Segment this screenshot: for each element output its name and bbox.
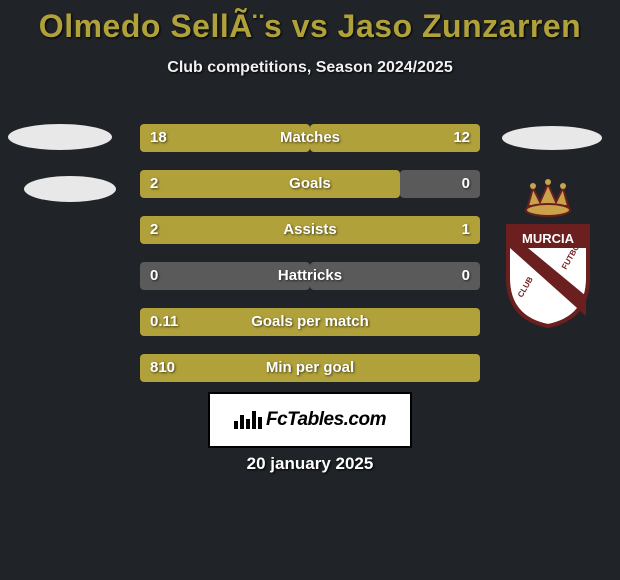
fctables-text: FcTables.com xyxy=(266,409,386,431)
stat-value-left: 2 xyxy=(150,216,158,244)
comparison-date: 20 january 2025 xyxy=(0,454,620,474)
stat-value-right: 0 xyxy=(462,262,470,290)
stat-value-left: 2 xyxy=(150,170,158,198)
stat-row: 810Min per goal xyxy=(140,354,480,382)
comparison-stats: 1812Matches20Goals21Assists00Hattricks0.… xyxy=(140,124,480,400)
stat-bar-left xyxy=(140,354,480,382)
left-team-mark xyxy=(8,124,112,150)
stat-bar-left xyxy=(140,170,400,198)
left-team-mark xyxy=(24,176,116,202)
fctables-link[interactable]: FcTables.com xyxy=(208,392,412,448)
stat-value-left: 18 xyxy=(150,124,167,152)
right-team-mark xyxy=(502,126,602,150)
comparison-subtitle: Club competitions, Season 2024/2025 xyxy=(0,59,620,77)
stat-bar-right xyxy=(310,262,480,290)
stat-value-right: 0 xyxy=(462,170,470,198)
stat-row: 20Goals xyxy=(140,170,480,198)
crest-top-text: MURCIA xyxy=(522,231,575,246)
stat-value-right: 1 xyxy=(462,216,470,244)
stat-value-left: 810 xyxy=(150,354,175,382)
stat-row: 1812Matches xyxy=(140,124,480,152)
stat-row: 0.11Goals per match xyxy=(140,308,480,336)
stat-value-right: 12 xyxy=(453,124,470,152)
stat-bar-left xyxy=(140,216,480,244)
stat-value-left: 0 xyxy=(150,262,158,290)
stat-bar-left xyxy=(140,262,310,290)
right-team-crest: MURCIA CLUB FUTBOL xyxy=(498,178,598,328)
stat-bar-left xyxy=(140,308,480,336)
comparison-title: Olmedo SellÃ¨s vs Jaso Zunzarren xyxy=(0,0,620,45)
stat-row: 21Assists xyxy=(140,216,480,244)
stat-row: 00Hattricks xyxy=(140,262,480,290)
fctables-bars-icon xyxy=(234,411,262,429)
stat-value-left: 0.11 xyxy=(150,308,178,336)
